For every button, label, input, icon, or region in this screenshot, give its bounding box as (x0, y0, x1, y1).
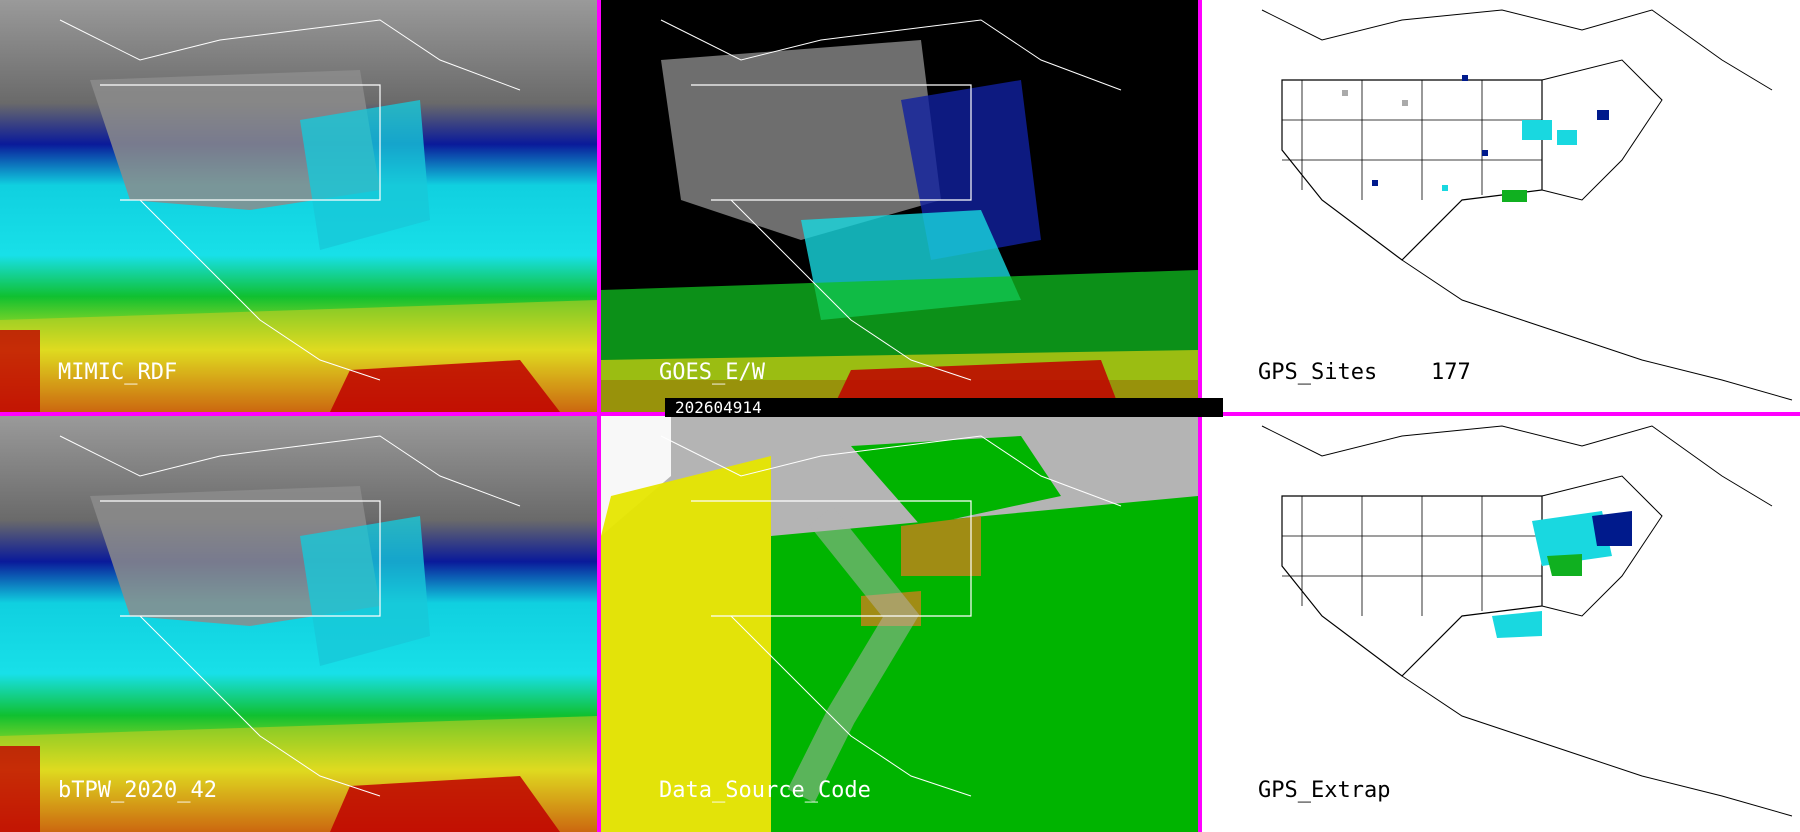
gps-sites-map (1261, 9, 1793, 401)
tpw-map-mimic (0, 0, 597, 412)
tpw-map-btpw (0, 416, 597, 832)
panel-label-gps-extrap: GPS_Extrap (1258, 778, 1391, 803)
gps-site-markers (1342, 75, 1609, 202)
data-source-map (601, 416, 1198, 832)
gps-site-count: 177 (1431, 360, 1471, 385)
goes-panel: GOES_E/W (601, 0, 1198, 412)
gps-sites-panel: GPS_Sites 177 (1202, 0, 1800, 412)
gps-extrap-panel: GPS_Extrap (1202, 416, 1800, 832)
panel-label-goes: GOES_E/W (659, 360, 765, 385)
gps-extrap-fields (1492, 511, 1632, 638)
gps-extrap-map (1261, 425, 1793, 817)
panel-label-gps-sites: GPS_Sites (1258, 360, 1378, 385)
panel-label-btpw: bTPW_2020_42 (58, 778, 217, 803)
divider-vertical-left (597, 0, 601, 832)
timestamp-bar: 202604914 (665, 398, 1223, 417)
timestamp-text: 202604914 (675, 398, 762, 417)
tpw-map-goes (601, 0, 1198, 412)
data-source-panel: Data_Source_Code (601, 416, 1198, 832)
mimic-rdf-panel: MIMIC_RDF (0, 0, 597, 412)
panel-label-data-source: Data_Source_Code (659, 778, 871, 803)
btpw-panel: bTPW_2020_42 (0, 416, 597, 832)
panel-label-mimic: MIMIC_RDF (58, 360, 178, 385)
